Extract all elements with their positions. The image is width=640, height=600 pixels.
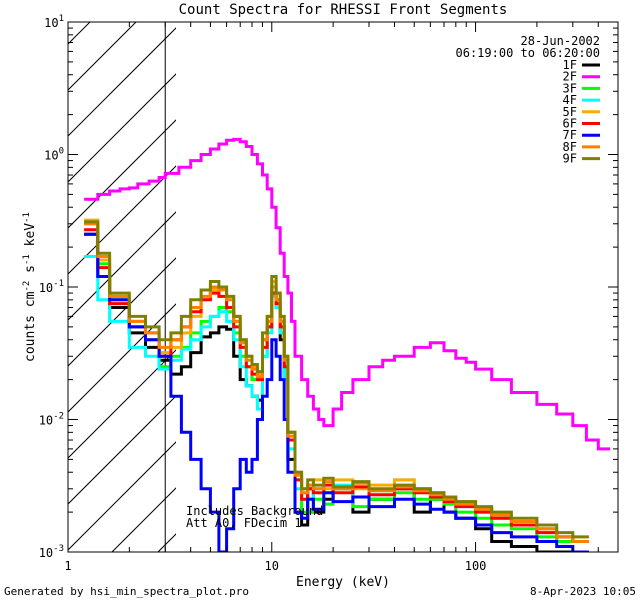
legend-label: 7F: [563, 128, 577, 142]
y-tick-label: 10-2: [39, 412, 64, 428]
hatch-line: [68, 395, 176, 505]
hatch-line: [68, 211, 176, 321]
hatch-line: [68, 22, 137, 91]
x-tick-label: 10: [265, 559, 279, 573]
series-2f: [84, 137, 611, 451]
hatch-line: [250, 0, 640, 552]
series-layer: [84, 137, 611, 552]
y-axis-label-base: counts cm: [23, 291, 38, 362]
legend-label: 1F: [563, 58, 577, 72]
legend-label: 4F: [563, 93, 577, 107]
hatch-line: [68, 165, 176, 275]
series-6f: [84, 228, 589, 543]
footer-timestamp: 8-Apr-2023 10:05: [530, 585, 636, 598]
legend-label: 8F: [563, 140, 577, 154]
y-axis-label-end: keV: [23, 223, 38, 254]
y-tick-label: 100: [44, 147, 64, 163]
hatch-line: [68, 27, 176, 137]
y-tick-label: 101: [44, 14, 64, 30]
y-axis-label-exp1: -2: [22, 281, 32, 292]
y-axis-label-mid: s: [23, 265, 38, 281]
hatched-region: [0, 0, 640, 552]
x-axis: 1 10 100: [64, 22, 619, 573]
x-axis-label: Energy (keV): [296, 575, 390, 590]
y-axis-label-exp2: -1: [22, 254, 32, 265]
legend-label: 9F: [563, 152, 577, 166]
hatch-line: [68, 349, 176, 459]
hatch-line: [111, 487, 176, 552]
time-range-label: 06:19:00 to 06:20:00: [456, 46, 601, 60]
legend-label: 3F: [563, 81, 577, 95]
y-axis-label-exp3: -1: [22, 212, 32, 223]
x-tick-label: 1: [64, 559, 71, 573]
series-9f: [84, 220, 589, 539]
footer-generated-by: Generated by hsi_min_spectra_plot.pro: [4, 585, 249, 598]
chart-title: Count Spectra for RHESSI Front Segments: [179, 2, 508, 18]
legend-label: 5F: [563, 105, 577, 119]
series-7f: [84, 232, 589, 552]
y-tick-label: 10-1: [39, 279, 64, 295]
annotation-attenuator: Att A0, FDecim 1: [186, 516, 302, 530]
hatch-line: [68, 119, 176, 229]
annotation-background: Includes Background: [186, 504, 323, 518]
x-tick-label: 100: [465, 559, 487, 573]
hatch-line: [0, 0, 134, 552]
hatch-line: [68, 22, 91, 45]
legend-label: 6F: [563, 117, 577, 131]
plot-frame: [67, 21, 619, 553]
date-label: 28-Jun-2002: [521, 34, 600, 48]
y-tick-label: 10-3: [39, 544, 64, 560]
y-axis-label: counts cm-2 s-1 keV-1: [22, 212, 38, 362]
y-axis: 10-3 10-2 10-1 100 101: [39, 14, 618, 560]
series-4f: [84, 255, 589, 543]
legend-label: 2F: [563, 70, 577, 84]
hatch-line: [68, 441, 176, 551]
